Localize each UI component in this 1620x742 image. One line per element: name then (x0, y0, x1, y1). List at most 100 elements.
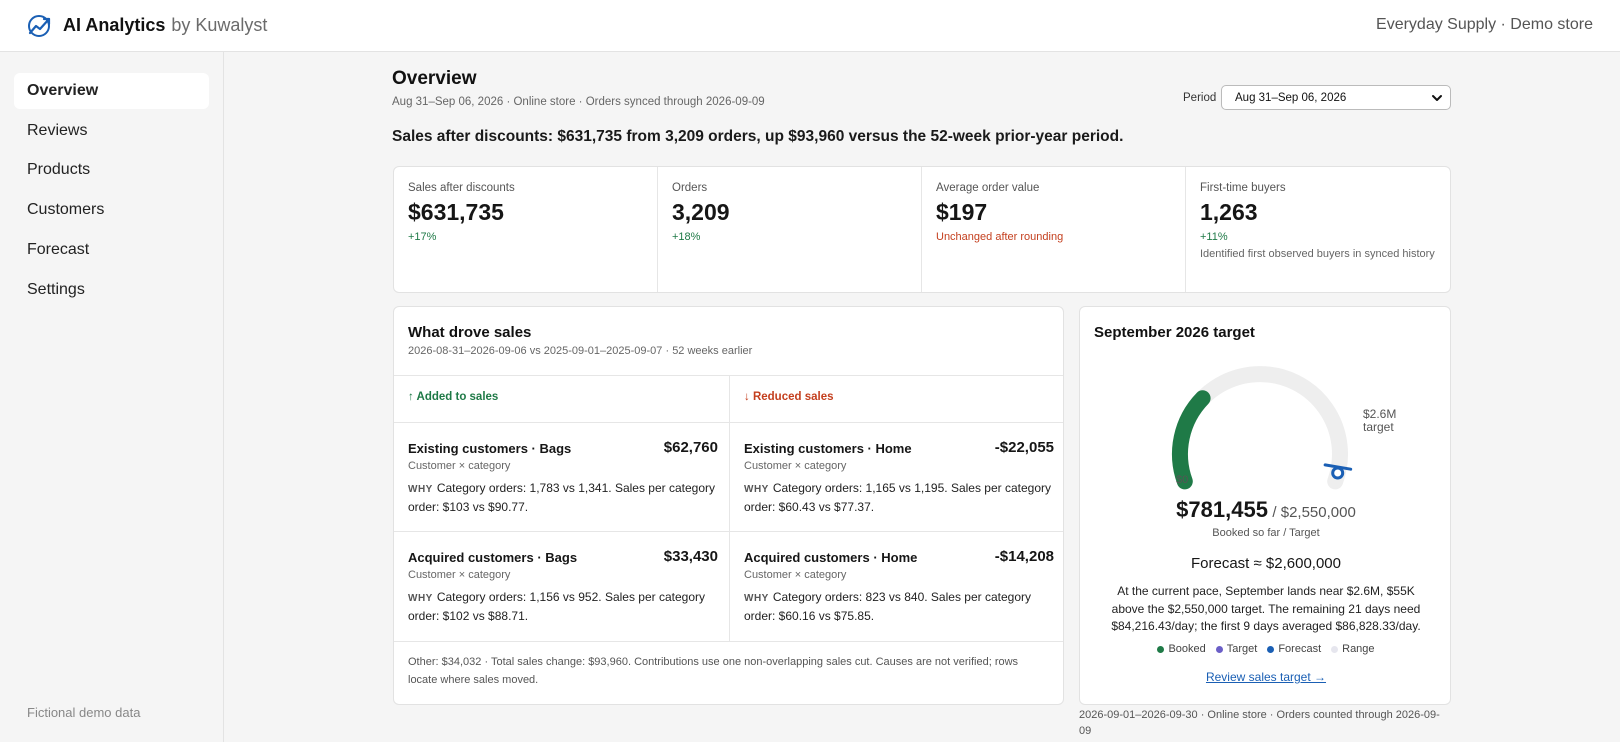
why-tag: WHY (744, 593, 769, 604)
period-select[interactable]: Aug 31–Sep 06, 2026 (1221, 85, 1451, 110)
sidebar-item-forecast[interactable]: Forecast (27, 241, 90, 258)
review-sales-target-link[interactable]: Review sales target → (1205, 670, 1327, 684)
target-amount: / $2,550,000 (1272, 504, 1356, 521)
kpi-label: Sales after discounts (408, 182, 515, 194)
driver-type: Customer × category (408, 569, 511, 581)
legend-target: Target (1215, 643, 1258, 655)
driver-row[interactable]: Existing customers · Home -$22,055 Custo… (744, 439, 1054, 516)
driver-name: Existing customers · Home (744, 441, 912, 456)
driver-type: Customer × category (408, 460, 511, 472)
legend-label: Target (1226, 643, 1258, 655)
kpi-delta: +11% (1200, 231, 1228, 243)
driver-name: Acquired customers · Home (744, 550, 918, 565)
store-name: Everyday Supply · Demo store (1376, 16, 1593, 33)
divider (394, 422, 1063, 423)
driver-why: WHY Category orders: 1,165 vs 1,195. Sale… (744, 480, 1054, 516)
gauge-booked-arc (1171, 390, 1211, 490)
kpi-label: First-time buyers (1200, 182, 1286, 194)
legend-dot (1215, 645, 1223, 653)
drivers-footnote: Other: $34,032 · Total sales change: $93… (408, 656, 1019, 686)
reduced-sales-heading: ↓ Reduced sales (744, 391, 834, 403)
driver-type: Customer × category (744, 460, 847, 472)
driver-name: Acquired customers · Bags (408, 550, 578, 565)
main-content: Overview Aug 31–Sep 06, 2026 · Online st… (225, 52, 1620, 742)
kpi-label: Average order value (936, 182, 1040, 194)
sidebar-item-products[interactable]: Products (27, 161, 91, 178)
driver-amount: $62,760 (663, 439, 718, 456)
target-meta: 2026-09-01–2026-09-30 · Online store · O… (1079, 709, 1440, 737)
driver-amount: -$22,055 (994, 439, 1054, 456)
driver-why: WHY Category orders: 1,156 vs 952. Sales … (408, 589, 718, 625)
driver-why: WHY Category orders: 823 vs 840. Sales pe… (744, 589, 1054, 625)
kpi-row: Sales after discounts $631,735 +17% Orde… (393, 166, 1451, 293)
added-to-sales-heading: ↑ Added to sales (408, 391, 499, 403)
legend-range: Range (1331, 643, 1375, 655)
kpi-first-time-buyers: First-time buyers 1,263 +11% Identified … (1186, 167, 1450, 292)
legend-booked: Booked (1157, 643, 1206, 655)
kpi-orders: Orders 3,209 +18% (658, 167, 922, 292)
kpi-average-order-value: Average order value $197 Unchanged after… (922, 167, 1186, 292)
divider (394, 641, 1063, 642)
kpi-value: 3,209 (672, 199, 730, 225)
driver-row[interactable]: Existing customers · Bags $62,760 Custom… (408, 439, 718, 516)
chart-logo-icon (28, 14, 51, 37)
legend-dot (1157, 645, 1165, 653)
booked-caption: Booked so far / Target (1212, 527, 1320, 539)
top-bar: AI Analytics by Kuwalyst Everyday Supply… (0, 0, 1620, 52)
sidebar-item-reviews[interactable]: Reviews (27, 122, 88, 139)
divider (394, 531, 1063, 532)
legend-label: Booked (1168, 643, 1206, 655)
gauge-target-value: $2.6M (1363, 407, 1396, 421)
brand-name: AI Analytics (63, 15, 166, 35)
gauge-target-word: target (1363, 420, 1394, 434)
demo-data-note: Fictional demo data (27, 705, 141, 720)
driver-why-text: Category orders: 1,783 vs 1,341. Sales p… (408, 481, 715, 514)
driver-amount: $33,430 (663, 548, 718, 565)
legend-label: Range (1342, 643, 1375, 655)
driver-amount: -$14,208 (994, 548, 1054, 565)
legend-forecast: Forecast (1267, 643, 1321, 655)
kpi-sales: Sales after discounts $631,735 +17% (394, 167, 658, 292)
sidebar-item-customers[interactable]: Customers (27, 201, 105, 218)
page-title: Overview (392, 68, 477, 89)
divider (394, 375, 1063, 376)
driver-why-text: Category orders: 1,156 vs 952. Sales per… (408, 590, 705, 623)
sales-target-card: September 2026 target $0 $2.6M target $7… (1079, 306, 1451, 705)
kpi-value: 1,263 (1200, 199, 1258, 225)
kpi-note: Identified first observed buyers in sync… (1200, 248, 1435, 260)
kpi-delta: Unchanged after rounding (936, 231, 1064, 243)
driver-why-text: Category orders: 1,165 vs 1,195. Sales p… (744, 481, 1051, 514)
sales-drivers-card: What drove sales 2026-08-31–2026-09-06 v… (393, 306, 1064, 705)
kpi-value: $197 (936, 199, 988, 225)
kpi-label: Orders (672, 182, 708, 194)
kpi-delta: +18% (672, 231, 701, 243)
gauge-range-track (1172, 366, 1348, 490)
gauge-forecast-marker (1331, 466, 1345, 480)
driver-row[interactable]: Acquired customers · Home -$14,208 Custo… (744, 548, 1054, 625)
driver-row[interactable]: Acquired customers · Bags $33,430 Custom… (408, 548, 718, 625)
brand[interactable]: AI Analytics by Kuwalyst (26, 13, 267, 39)
sidebar-item-settings[interactable]: Settings (27, 281, 85, 298)
divider (729, 375, 730, 641)
period-select-value: Aug 31–Sep 06, 2026 (1235, 91, 1347, 104)
brand-byline: by Kuwalyst (171, 15, 268, 35)
sidebar-item-overview[interactable]: Overview (14, 73, 209, 109)
chevron-down-icon (1432, 95, 1442, 101)
booked-total: $781,455 / $2,550,000 (1080, 497, 1452, 523)
page-subtitle: Aug 31–Sep 06, 2026 · Online store · Ord… (392, 96, 765, 108)
driver-why: WHY Category orders: 1,783 vs 1,341. Sale… (408, 480, 718, 516)
card-title: September 2026 target (1094, 324, 1255, 341)
gauge-legend: Booked Target Forecast Range (1080, 643, 1452, 655)
card-subtitle: 2026-08-31–2026-09-06 vs 2025-09-01–2025… (408, 345, 753, 357)
target-gauge: $0 $2.6M target (1171, 366, 1396, 490)
legend-dot (1331, 645, 1339, 653)
forecast-value: Forecast ≈ $2,600,000 (1191, 555, 1341, 572)
kpi-delta: +17% (408, 231, 437, 243)
legend-dot (1267, 645, 1275, 653)
driver-why-text: Category orders: 823 vs 840. Sales per c… (744, 590, 1031, 623)
legend-label: Forecast (1278, 643, 1322, 655)
why-tag: WHY (408, 484, 433, 495)
sidebar: Overview Reviews Products Customers Fore… (0, 52, 224, 742)
target-summary: At the current pace, September lands nea… (1111, 584, 1421, 633)
booked-value: $781,455 (1176, 497, 1268, 522)
